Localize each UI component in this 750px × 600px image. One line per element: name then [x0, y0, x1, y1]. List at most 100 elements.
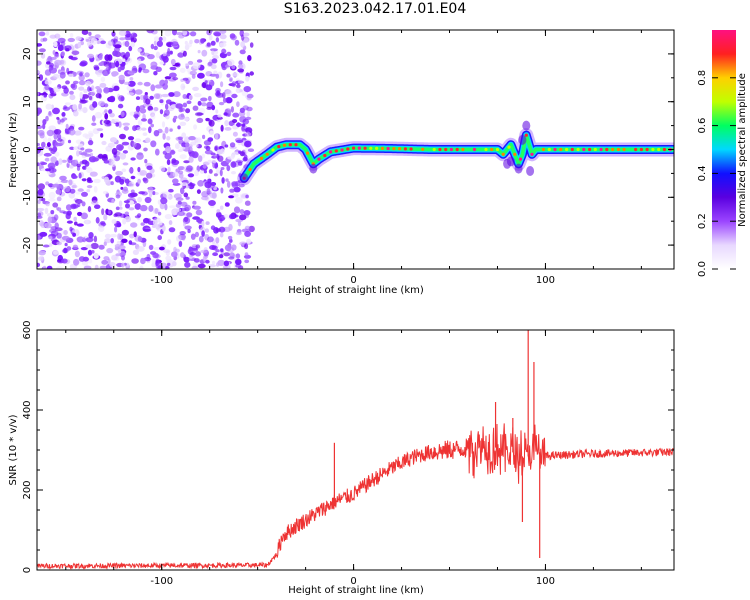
noise-blob — [71, 229, 78, 233]
noise-blob — [45, 202, 50, 207]
noise-blob — [93, 186, 98, 193]
noise-blob — [148, 191, 153, 198]
noise-blob — [185, 196, 190, 200]
ridge-disturbance — [522, 120, 531, 131]
noise-blob — [205, 221, 210, 226]
noise-blob — [219, 169, 223, 177]
colorbar-gradient — [712, 30, 736, 269]
noise-blob — [147, 118, 153, 125]
noise-blob — [117, 249, 122, 254]
noise-blob — [137, 81, 143, 86]
noise-blob — [162, 133, 166, 140]
noise-blob — [235, 231, 242, 236]
noise-blob — [201, 153, 206, 159]
noise-blob — [205, 145, 211, 151]
spectrogram-xtick-label: 100 — [536, 275, 555, 286]
noise-blob — [215, 37, 220, 43]
noise-blob — [205, 117, 210, 122]
noise-blob — [138, 191, 146, 195]
noise-blob — [143, 147, 148, 152]
noise-blob — [40, 162, 48, 165]
noise-blob — [78, 80, 86, 86]
noise-blob — [164, 30, 172, 37]
noise-blob — [164, 79, 168, 85]
noise-blob — [102, 190, 109, 195]
noise-blob — [66, 220, 73, 224]
noise-blob — [128, 207, 135, 211]
noise-blob — [38, 74, 44, 81]
noise-blob — [99, 82, 107, 88]
noise-blob — [190, 141, 197, 146]
noise-blob — [217, 155, 224, 162]
noise-blob — [65, 123, 69, 129]
ridge-inner — [242, 133, 674, 180]
noise-blob — [65, 204, 72, 211]
noise-blob — [57, 207, 62, 212]
noise-blob — [157, 128, 163, 134]
noise-blob — [110, 137, 117, 143]
noise-blob — [155, 224, 160, 230]
snr-xtick-label: 0 — [350, 576, 356, 587]
noise-blob — [194, 39, 200, 44]
noise-blob — [235, 160, 244, 164]
noise-blob — [132, 141, 137, 148]
noise-blob — [166, 159, 171, 166]
noise-blob — [37, 125, 43, 130]
snr-ytick-label: 0 — [22, 567, 33, 573]
noise-blob — [86, 177, 92, 182]
noise-blob — [229, 33, 236, 39]
noise-blob — [43, 152, 52, 157]
ridge-core-dot — [634, 147, 638, 152]
noise-blob — [150, 251, 157, 255]
noise-blob — [209, 73, 218, 77]
noise-blob — [168, 188, 174, 193]
noise-blob — [234, 39, 240, 46]
noise-blob — [122, 186, 128, 192]
noise-blob — [182, 102, 188, 108]
noise-blob — [41, 197, 46, 202]
noise-blob — [115, 206, 120, 211]
noise-blob — [238, 150, 242, 154]
noise-blob — [111, 254, 118, 261]
noise-blob — [171, 158, 177, 164]
noise-blob — [201, 195, 209, 201]
noise-blob — [166, 51, 171, 57]
noise-blob — [153, 45, 158, 51]
noise-blob — [220, 124, 224, 132]
noise-blob — [137, 236, 143, 242]
noise-blob — [71, 50, 80, 56]
ridge-core-dot — [541, 147, 546, 152]
noise-blob — [107, 174, 113, 180]
snr-frame — [36, 329, 675, 571]
noise-blob — [193, 124, 198, 130]
noise-blob — [117, 66, 122, 73]
noise-blob — [173, 115, 178, 119]
noise-blob — [178, 114, 185, 120]
noise-blob — [192, 105, 199, 111]
noise-blob — [165, 265, 169, 269]
noise-blob — [197, 72, 205, 79]
noise-blob — [120, 111, 125, 118]
noise-blob — [74, 130, 82, 136]
noise-blob — [189, 39, 193, 45]
noise-blob — [180, 182, 188, 187]
noise-blob — [135, 96, 141, 100]
noise-blob — [59, 71, 66, 79]
noise-blob — [236, 83, 241, 89]
noise-blob — [45, 181, 50, 186]
noise-blob — [54, 141, 59, 147]
noise-blob — [112, 87, 120, 92]
spectrogram-ylabel: Frequency (Hz) — [8, 112, 19, 188]
noise-blob — [206, 106, 212, 110]
noise-blob — [190, 233, 196, 240]
noise-blob — [237, 80, 244, 84]
noise-blob — [184, 40, 188, 45]
ridge-core-dot — [616, 147, 621, 152]
noise-blob — [217, 114, 222, 118]
noise-blob — [239, 107, 245, 114]
noise-blob — [164, 109, 170, 116]
noise-blob — [144, 196, 152, 204]
noise-blob — [175, 168, 181, 173]
noise-blob — [43, 136, 48, 143]
noise-blob — [132, 249, 139, 255]
